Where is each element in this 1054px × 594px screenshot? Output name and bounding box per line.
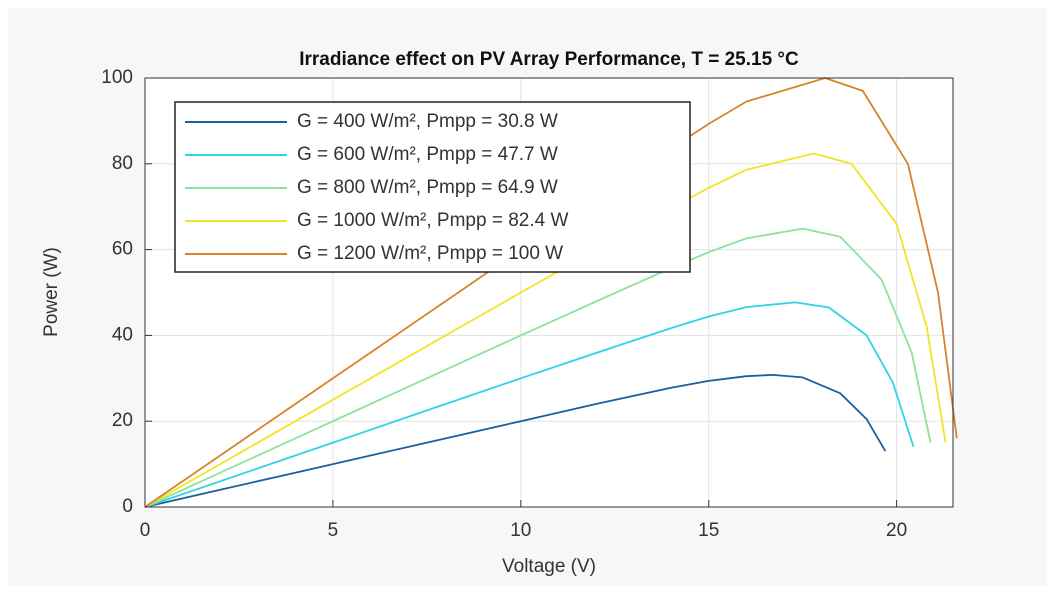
y-tick-label: 40: [112, 324, 133, 345]
legend-label: G = 1200 W/m², Pmpp = 100 W: [297, 243, 563, 264]
y-tick-label: 20: [112, 410, 133, 431]
legend-label: G = 800 W/m², Pmpp = 64.9 W: [297, 177, 558, 198]
x-tick-label: 20: [886, 520, 907, 541]
x-axis-label: Voltage (V): [502, 556, 596, 577]
y-tick-label: 60: [112, 239, 133, 260]
y-tick-label: 100: [101, 67, 133, 88]
y-tick-label: 80: [112, 153, 133, 174]
legend-label: G = 400 W/m², Pmpp = 30.8 W: [297, 111, 558, 132]
x-tick-label: 5: [328, 520, 339, 541]
axes-box: [144, 77, 954, 508]
legend-label: G = 600 W/m², Pmpp = 47.7 W: [297, 144, 558, 165]
legend-label: G = 1000 W/m², Pmpp = 82.4 W: [297, 210, 568, 231]
y-tick-label: 0: [122, 496, 133, 517]
x-tick-label: 0: [140, 520, 151, 541]
series-line: [144, 374, 887, 508]
x-tick-label: 15: [698, 520, 719, 541]
series-line: [144, 301, 915, 508]
x-tick-label: 10: [510, 520, 531, 541]
chart-title: Irradiance effect on PV Array Performanc…: [299, 49, 799, 70]
y-axis-label: Power (W): [41, 247, 62, 337]
